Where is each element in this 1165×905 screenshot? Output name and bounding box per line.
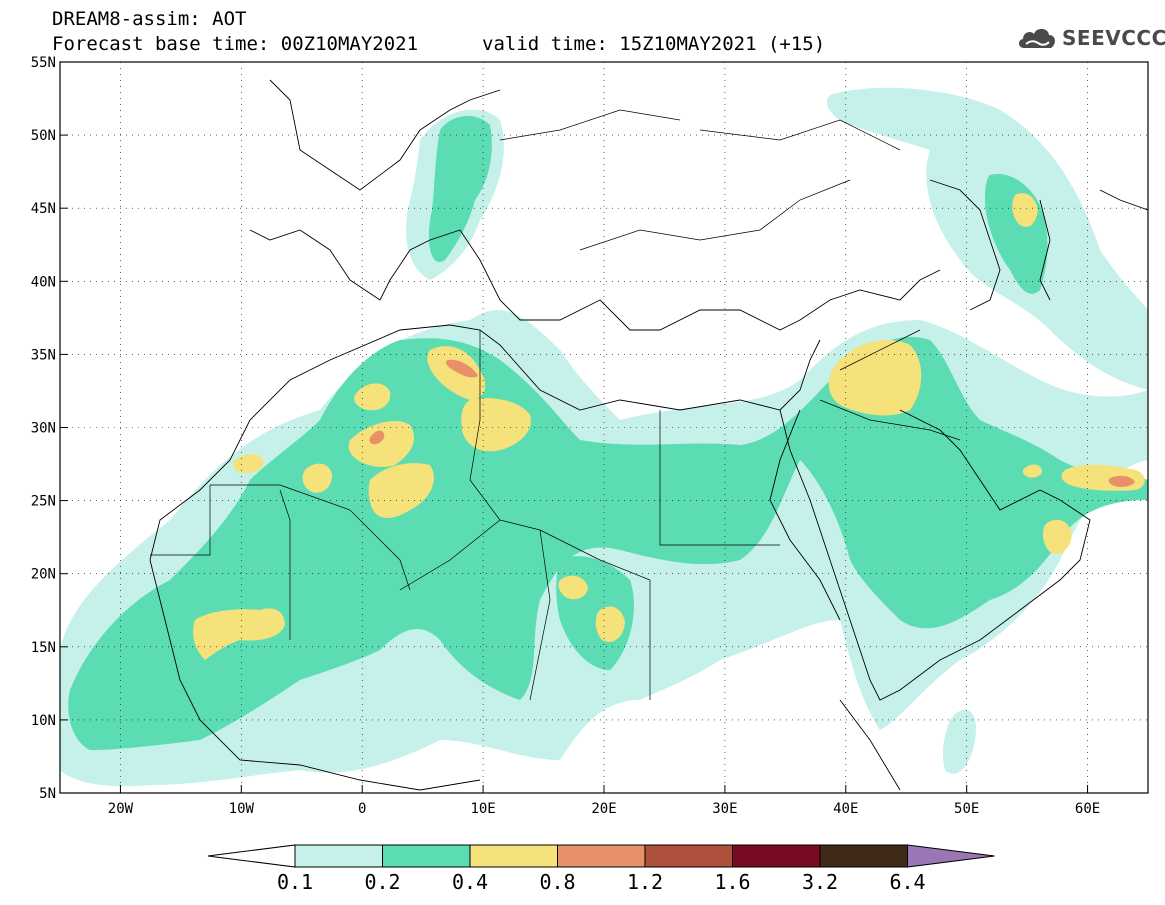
lat-tick-label: 55N [31, 55, 56, 71]
country-borders [150, 109, 961, 701]
lat-tick-label: 35N [31, 347, 56, 363]
colorbar-labels: 0.1 0.2 0.4 0.8 1.2 1.6 3.2 6.4 [277, 870, 926, 894]
lat-tick-label: 30N [31, 421, 56, 437]
lat-tick-label: 45N [31, 201, 56, 217]
lon-tick-label: 0 [358, 801, 366, 817]
colorbar-segment [294, 844, 383, 868]
colorbar-segment [557, 844, 646, 868]
seevccc-logo: SEEVCCC [1016, 24, 1165, 52]
forecast-base-time: Forecast base time: 00Z10MAY2021 [52, 33, 419, 55]
colorbar-segment [819, 844, 908, 868]
colorbar-label: 1.6 [714, 870, 750, 894]
lon-tick-label: 10W [229, 801, 255, 817]
aot-field [60, 87, 1148, 787]
lon-tick-label: 50E [954, 801, 979, 817]
colorbar-label: 0.1 [277, 870, 313, 894]
lon-tick-label: 20E [591, 801, 616, 817]
lat-tick-label: 15N [31, 640, 56, 656]
lat-tick-label: 5N [39, 786, 56, 802]
lon-tick-label: 30E [712, 801, 737, 817]
colorbar-segment [644, 844, 733, 868]
colorbar-label: 6.4 [889, 870, 925, 894]
lat-tick-label: 10N [31, 713, 56, 729]
colorbar-label: 0.4 [452, 870, 488, 894]
colorbar-segment [732, 844, 821, 868]
valid-time: valid time: 15Z10MAY2021 (+15) [482, 33, 826, 55]
colorbar-label: 0.2 [364, 870, 400, 894]
latitude-labels: 55N 50N 45N 40N 35N 30N 25N 20N 15N 10N 5N [31, 55, 56, 802]
colorbar-label: 1.2 [627, 870, 663, 894]
lon-tick-label: 60E [1075, 801, 1100, 817]
lon-tick-label: 10E [470, 801, 495, 817]
colorbar-segment [469, 844, 558, 868]
lat-tick-label: 20N [31, 567, 56, 583]
lat-tick-label: 40N [31, 274, 56, 290]
logo-text: SEEVCCC [1062, 26, 1165, 50]
colorbar-under-arrow [207, 844, 296, 868]
map-title: DREAM8-assim: AOT [52, 8, 247, 30]
coastlines [149, 79, 1148, 791]
axis-ticks [60, 61, 1089, 794]
colorbar-label: 0.8 [539, 870, 575, 894]
colorbar-segment [382, 844, 471, 868]
colorbar-over-arrow [907, 844, 995, 868]
graticule [60, 62, 1148, 793]
lat-tick-label: 25N [31, 494, 56, 510]
lat-tick-label: 50N [31, 128, 56, 144]
lon-tick-label: 40E [833, 801, 858, 817]
colorbar [207, 844, 995, 868]
lon-tick-label: 20W [108, 801, 134, 817]
longitude-labels: 20W 10W 0 10E 20E 30E 40E 50E 60E [108, 801, 1100, 817]
colorbar-label: 3.2 [802, 870, 838, 894]
cloud-icon [1018, 28, 1055, 48]
